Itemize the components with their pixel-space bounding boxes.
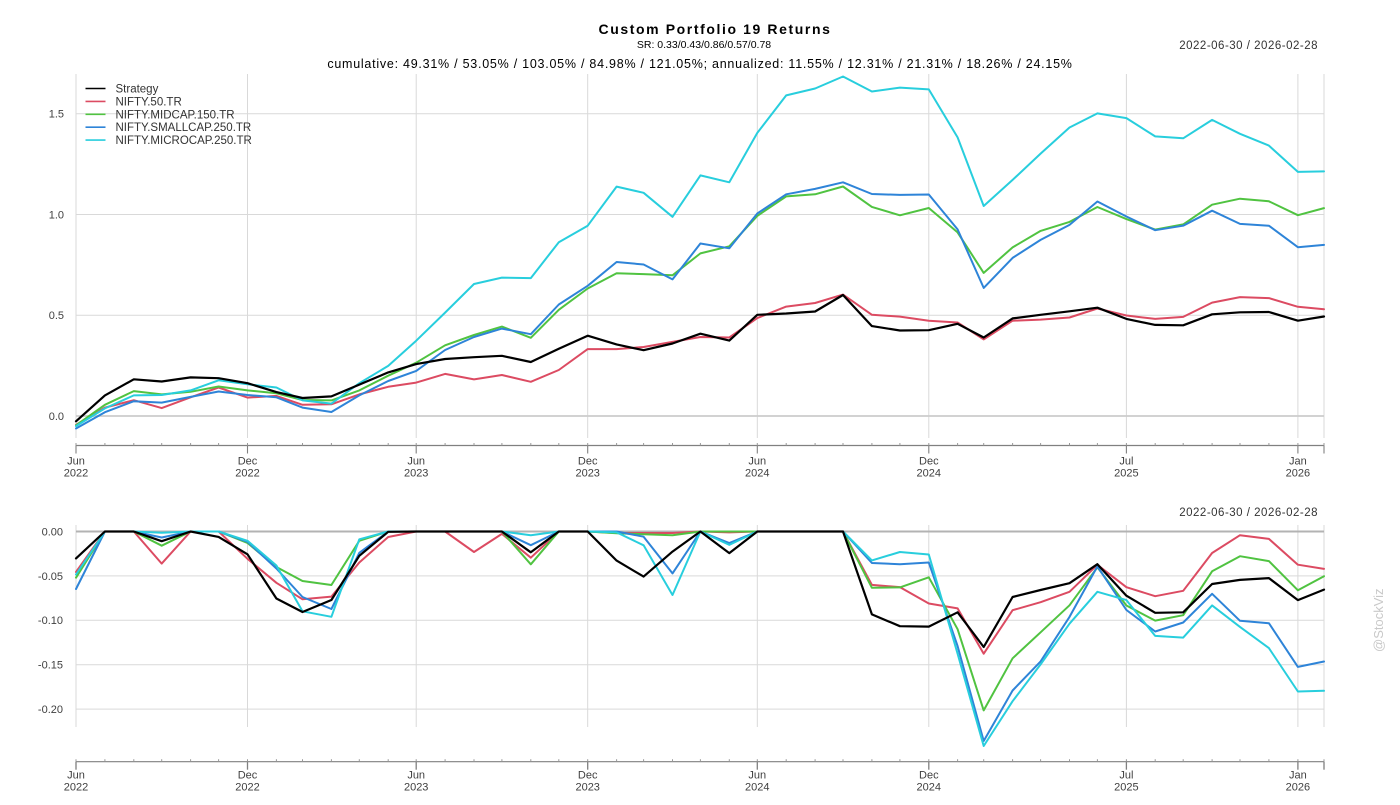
svg-text:Dec: Dec [919, 770, 939, 782]
svg-text:Dec: Dec [578, 456, 598, 468]
svg-text:2024: 2024 [917, 468, 941, 480]
svg-text:2022: 2022 [64, 782, 88, 794]
svg-text:Dec: Dec [578, 770, 598, 782]
svg-text:Jun: Jun [67, 456, 85, 468]
svg-text:0.0: 0.0 [49, 411, 64, 423]
svg-text:Dec: Dec [919, 456, 939, 468]
svg-text:Dec: Dec [238, 770, 258, 782]
svg-text:-0.10: -0.10 [38, 615, 63, 627]
svg-text:cumulative: 49.31% / 53.05% /: cumulative: 49.31% / 53.05% / 103.05% / … [327, 57, 1072, 71]
svg-text:NIFTY.50.TR: NIFTY.50.TR [116, 96, 182, 108]
svg-text:2022: 2022 [235, 782, 259, 794]
svg-text:1.5: 1.5 [49, 109, 64, 121]
svg-text:2026: 2026 [1286, 782, 1310, 794]
svg-text:Jan: Jan [1289, 770, 1307, 782]
svg-text:Dec: Dec [238, 456, 258, 468]
svg-text:Jun: Jun [407, 456, 425, 468]
svg-text:NIFTY.SMALLCAP.250.TR: NIFTY.SMALLCAP.250.TR [116, 122, 252, 134]
svg-text:0.5: 0.5 [49, 310, 64, 322]
svg-text:2022: 2022 [235, 468, 259, 480]
svg-text:2022-06-30 / 2026-02-28: 2022-06-30 / 2026-02-28 [1179, 40, 1318, 52]
svg-text:Jan: Jan [1289, 456, 1307, 468]
svg-text:Custom Portfolio 19 Returns: Custom Portfolio 19 Returns [599, 21, 832, 37]
svg-text:Jun: Jun [748, 770, 766, 782]
svg-text:2024: 2024 [917, 782, 941, 794]
svg-text:Strategy: Strategy [116, 84, 159, 96]
svg-text:2022-06-30 / 2026-02-28: 2022-06-30 / 2026-02-28 [1179, 507, 1318, 519]
svg-text:-0.15: -0.15 [38, 660, 63, 672]
svg-text:Jun: Jun [67, 770, 85, 782]
svg-text:NIFTY.MIDCAP.150.TR: NIFTY.MIDCAP.150.TR [116, 109, 235, 121]
svg-text:2023: 2023 [404, 782, 428, 794]
svg-text:1.0: 1.0 [49, 209, 64, 221]
svg-text:Jul: Jul [1119, 456, 1133, 468]
svg-text:2024: 2024 [745, 468, 769, 480]
svg-text:2025: 2025 [1114, 468, 1138, 480]
svg-text:NIFTY.MICROCAP.250.TR: NIFTY.MICROCAP.250.TR [116, 135, 252, 147]
svg-text:Jun: Jun [748, 456, 766, 468]
svg-text:2024: 2024 [745, 782, 769, 794]
svg-text:2025: 2025 [1114, 782, 1138, 794]
svg-text:@StockViz: @StockViz [1371, 588, 1386, 652]
svg-text:Jul: Jul [1119, 770, 1133, 782]
svg-text:Jun: Jun [407, 770, 425, 782]
svg-text:2023: 2023 [575, 468, 599, 480]
svg-text:2022: 2022 [64, 468, 88, 480]
svg-text:0.00: 0.00 [42, 526, 63, 538]
svg-text:2023: 2023 [404, 468, 428, 480]
svg-text:-0.20: -0.20 [38, 704, 63, 716]
svg-text:2026: 2026 [1286, 468, 1310, 480]
svg-text:-0.05: -0.05 [38, 571, 63, 583]
svg-text:2023: 2023 [575, 782, 599, 794]
svg-text:SR: 0.33/0.43/0.86/0.57/0.78: SR: 0.33/0.43/0.86/0.57/0.78 [637, 39, 771, 51]
